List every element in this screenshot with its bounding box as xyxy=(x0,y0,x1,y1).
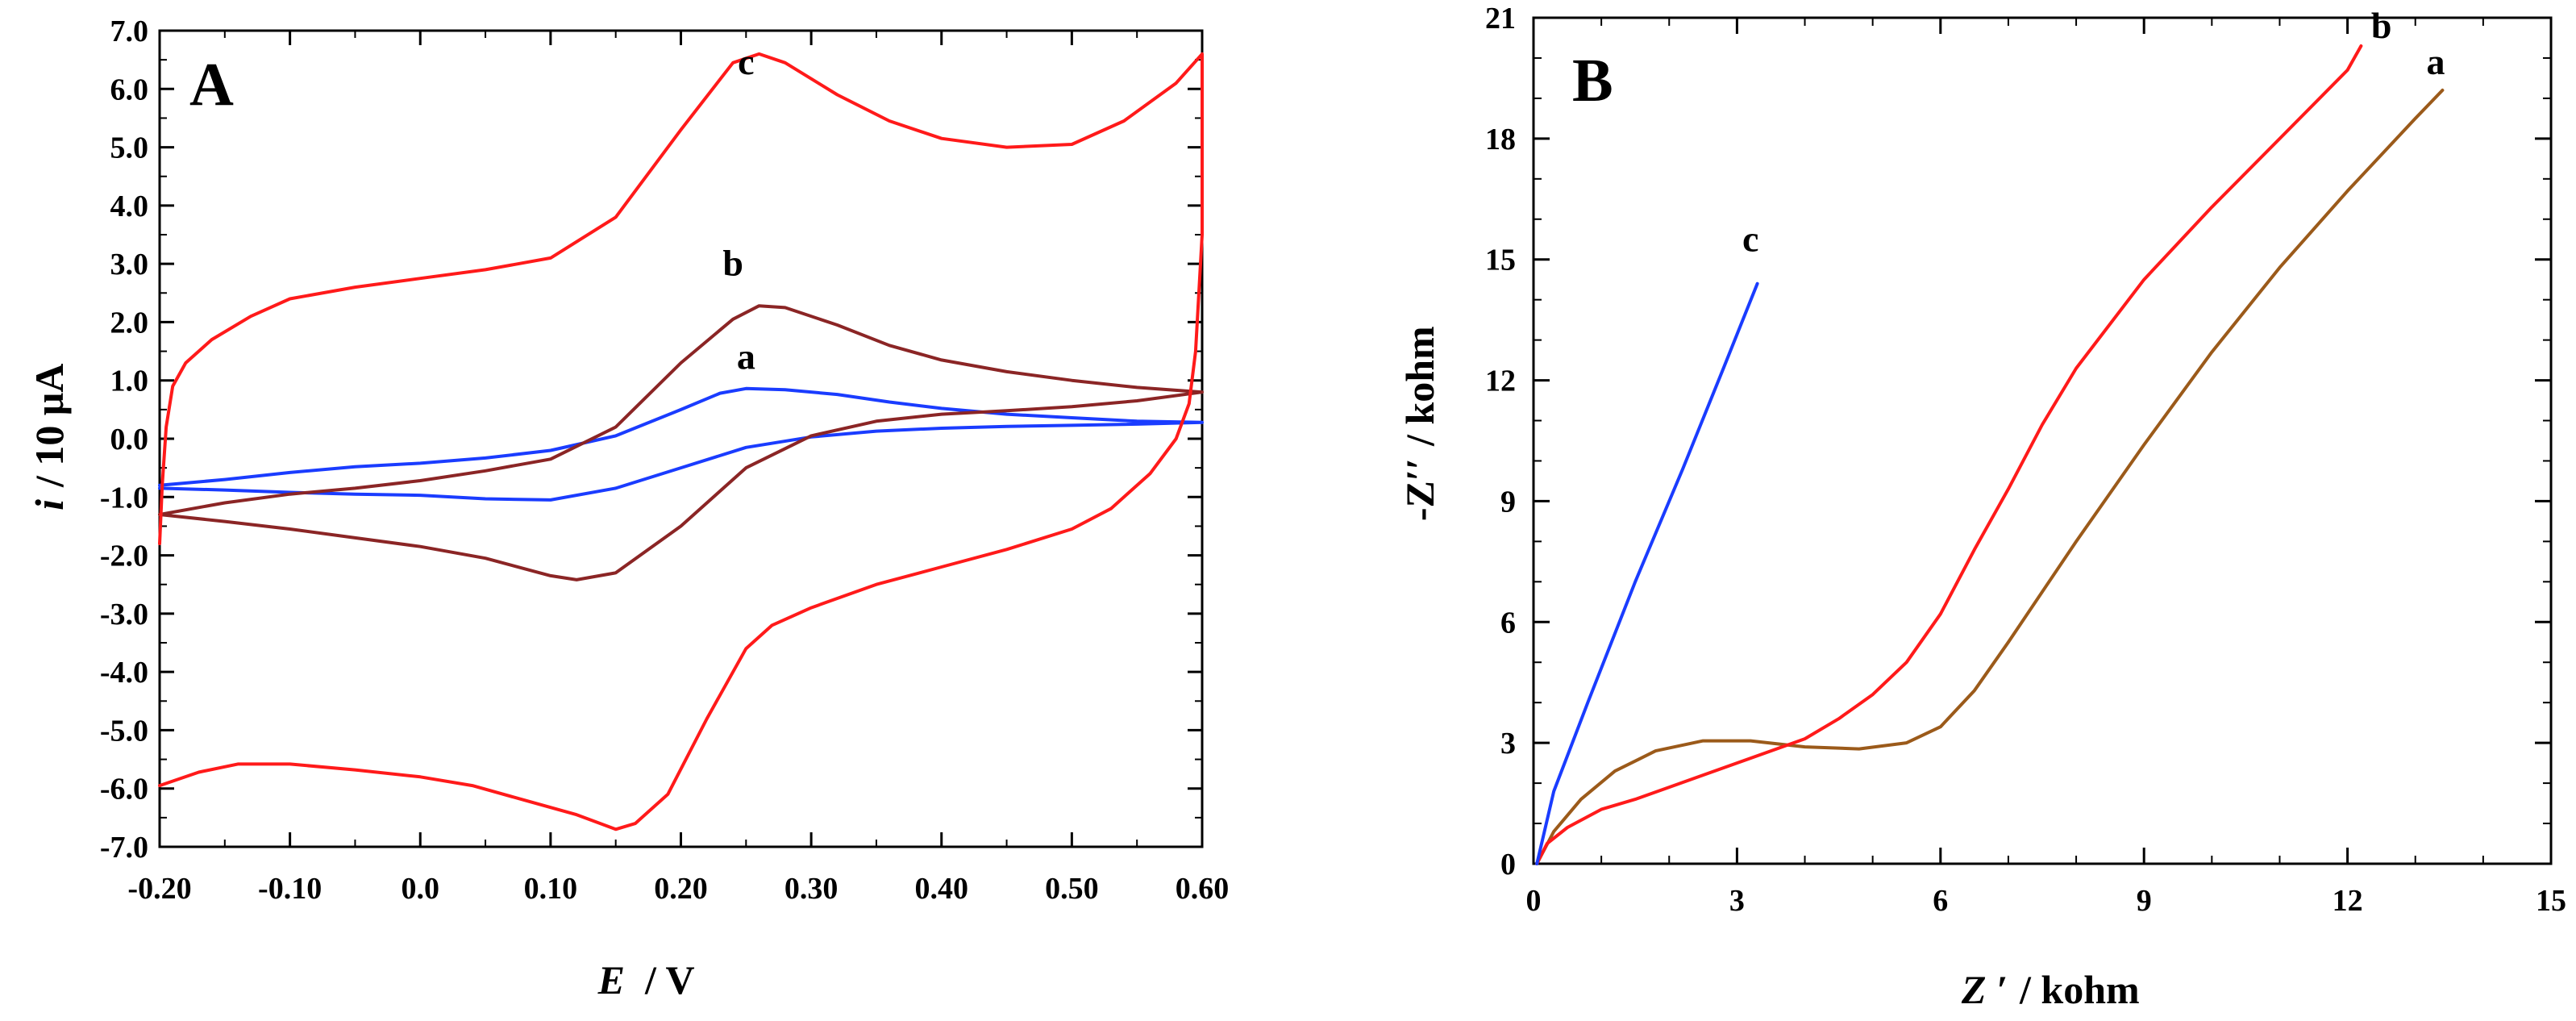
panel-b-y-tick-label: 12 xyxy=(1485,365,1516,398)
panel-b-series: ab c xyxy=(1535,5,2445,865)
panel-b-x-tick-label: 3 xyxy=(1729,884,1745,918)
panel-a-x-axis-unit: / V xyxy=(644,957,695,1002)
panel-a-y-axis-unit: / 10 μA xyxy=(27,364,72,488)
panel-b-y-tick-label: 18 xyxy=(1485,123,1516,156)
panel-a-series-a-line xyxy=(158,386,1204,502)
panel-b-label: B xyxy=(1572,47,1613,115)
panel-a-x-tick-label: -0.20 xyxy=(127,872,191,906)
panel-a-x-tick-label: 0.60 xyxy=(1176,872,1230,906)
panel-a-y-tick-label: 1.0 xyxy=(110,365,149,398)
panel-b-y-tick-label: 0 xyxy=(1500,848,1516,881)
panel-b-x-tick-label: 6 xyxy=(1933,884,1948,918)
panel-a-y-tick-label: -6.0 xyxy=(100,773,148,806)
panel-a-series-c-label: c xyxy=(738,41,754,82)
panel-a-plot-frame xyxy=(158,29,1204,848)
panel-b-series-b-line xyxy=(1535,44,2363,865)
panel-b-y-tick-label: 3 xyxy=(1500,727,1516,761)
panel-b-tick-labels: 0 3 6 9 12 15 0 3 6 9 12 15 18 21 xyxy=(1485,2,2566,918)
panel-b-ticks xyxy=(1532,16,2553,865)
panel-b-x-tick-label: 12 xyxy=(2333,884,2363,918)
panel-b-y-axis-unit: / kohm xyxy=(1397,326,1442,447)
panel-a-y-tick-label: -1.0 xyxy=(100,481,148,515)
panel-a-y-tick-label: 0.0 xyxy=(110,423,149,456)
panel-a-x-tick-label: 0.10 xyxy=(524,872,578,906)
panel-b-series-b-label: b xyxy=(2371,5,2392,46)
panel-b-y-axis-var: -Z′′ xyxy=(1397,458,1442,521)
panel-a-x-tick-label: 0.20 xyxy=(654,872,708,906)
panel-b-chart: ab c 0 3 6 9 12 15 0 3 6 9 12 15 18 21 B Z ′ / kohm -Z… xyxy=(1397,2,2566,1012)
panel-a-x-tick-label: 0.30 xyxy=(784,872,839,906)
panel-a-ticks xyxy=(158,29,1204,848)
panel-a-x-tick-label: 0.50 xyxy=(1045,872,1099,906)
panel-b-y-tick-label: 15 xyxy=(1485,244,1516,277)
panel-b-y-tick-label: 6 xyxy=(1500,606,1516,640)
panel-a-y-tick-label: 6.0 xyxy=(110,73,149,106)
panel-a-y-tick-label: -4.0 xyxy=(100,656,148,690)
panel-b-x-tick-label: 15 xyxy=(2536,884,2566,918)
panel-a-series-b-label: b xyxy=(722,243,743,284)
panel-a-y-tick-label: -3.0 xyxy=(100,598,148,631)
panel-b-plot-frame xyxy=(1532,16,2553,865)
panel-a-series-b-line xyxy=(158,304,1204,581)
panel-a-y-tick-label: 2.0 xyxy=(110,306,149,340)
panel-a-y-tick-label: -2.0 xyxy=(100,540,148,573)
panel-a-y-tick-label: 4.0 xyxy=(110,190,149,223)
panel-a-y-axis-var: i xyxy=(27,499,72,510)
panel-b-series-a-line xyxy=(1535,88,2445,865)
panel-a-x-axis-title: E xyxy=(597,957,625,1002)
panel-a-series: a b c xyxy=(158,41,1204,831)
panel-b-series-c-line xyxy=(1535,281,1759,865)
panel-b-y-axis-title: -Z′′ / kohm xyxy=(1397,326,1442,521)
panel-a-x-tick-label: 0.40 xyxy=(915,872,969,906)
panel-a-x-tick-label: -0.10 xyxy=(258,872,322,906)
panel-a-series-a-label: a xyxy=(737,335,755,377)
panel-b-y-tick-label: 21 xyxy=(1485,2,1516,35)
panel-a-y-tick-label: 3.0 xyxy=(110,248,149,281)
panel-a-tick-labels: -0.20 -0.10 0.0 0.10 0.20 0.30 0.40 0.50 0.60 -7.… xyxy=(100,15,1229,906)
panel-b-x-axis-unit: / kohm xyxy=(2019,967,2140,1012)
panel-a-y-axis-title: i / 10 μA xyxy=(27,364,72,510)
panel-a-chart: a b c -0.20 -0.10 0.0 0.10 0.20 0.30 0.40 0.50 0.6… xyxy=(27,15,1229,1002)
panel-a-y-tick-label: -7.0 xyxy=(100,831,148,865)
panel-b-series-c-label: c xyxy=(1742,219,1758,260)
panel-a-y-tick-label: -5.0 xyxy=(100,714,148,748)
panel-b-x-tick-label: 9 xyxy=(2137,884,2152,918)
panel-b-y-tick-label: 9 xyxy=(1500,485,1516,519)
panel-a-y-tick-label: 5.0 xyxy=(110,131,149,165)
panel-a-series-c-line xyxy=(158,52,1204,831)
panel-a-label: A xyxy=(189,51,234,119)
panel-a-x-tick-label: 0.0 xyxy=(402,872,440,906)
panel-b-series-a-label: a xyxy=(2426,41,2445,82)
panel-a-y-tick-label: 7.0 xyxy=(110,15,149,48)
panel-b-x-tick-label: 0 xyxy=(1526,884,1542,918)
panel-b-x-axis-title: Z ′ xyxy=(1961,967,2008,1012)
